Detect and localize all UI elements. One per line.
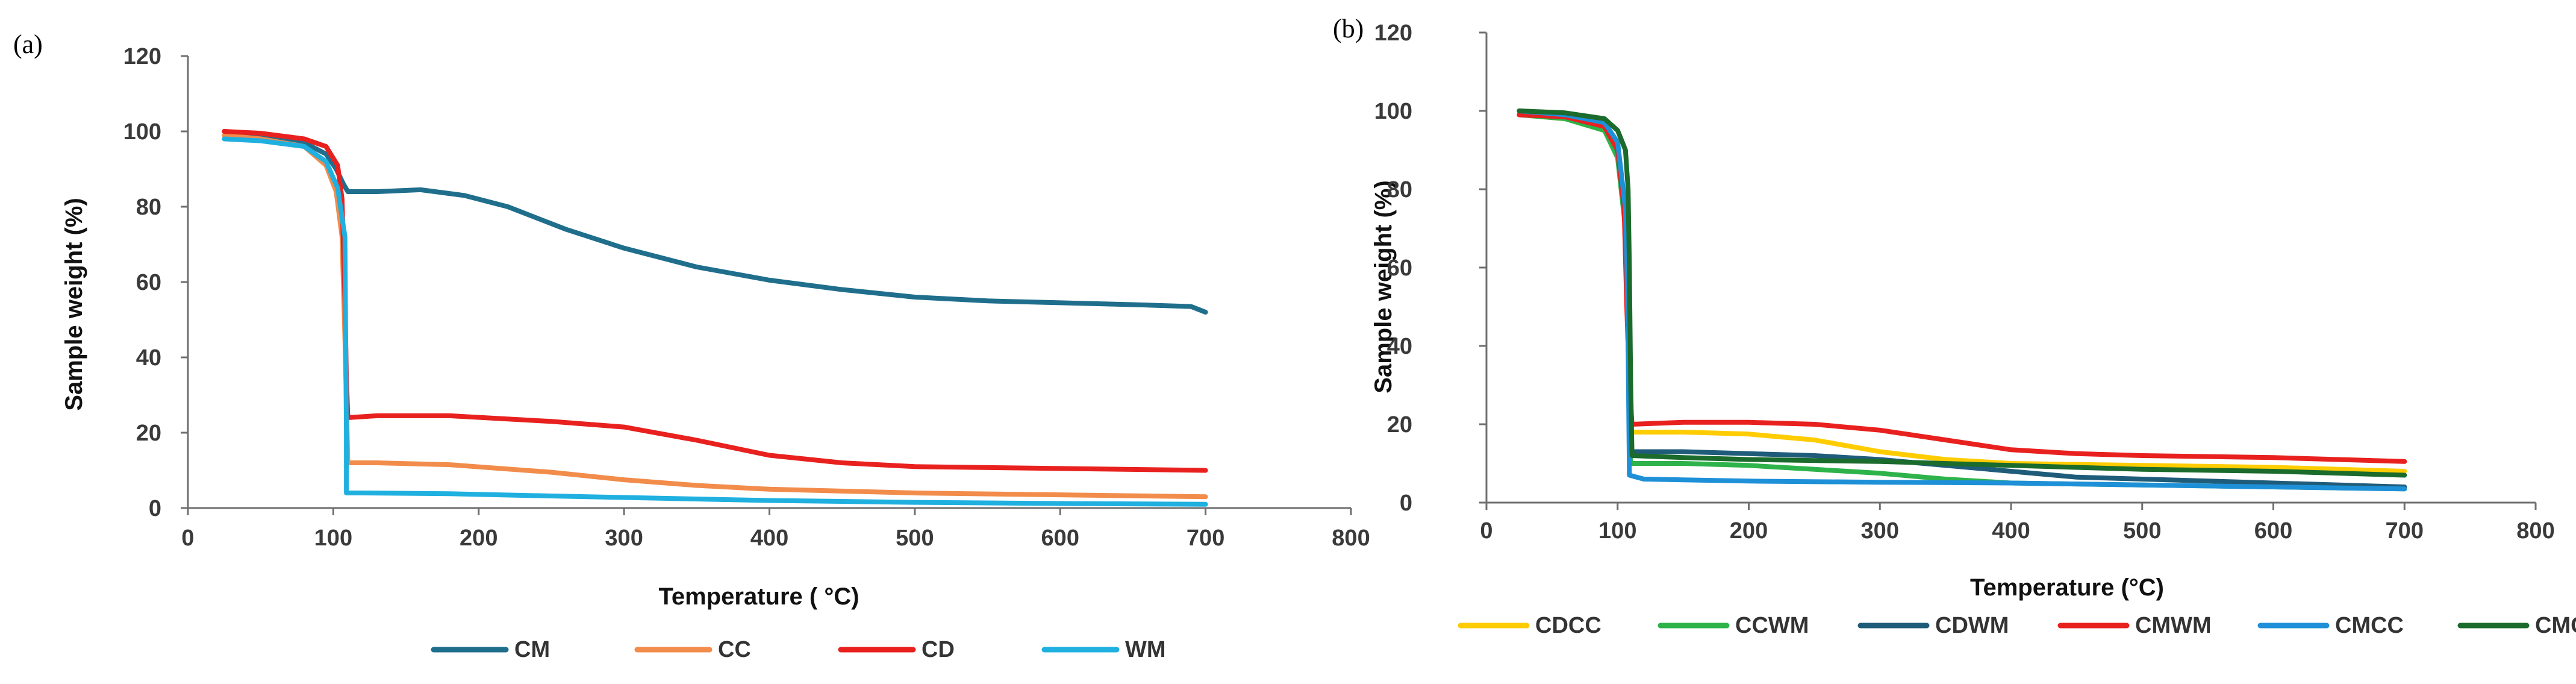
panel-a-x-tick-label: 300: [605, 526, 643, 551]
series-line-cmcd: [1517, 108, 2407, 478]
legend-label-cd: CD: [922, 637, 955, 662]
panel-a-y-tick-label: 120: [123, 44, 161, 69]
panel-b-y-tick-label: 0: [1400, 491, 1412, 516]
panel-b-y-tick-label: 60: [1387, 256, 1412, 281]
panel-b-y-axis-title: Sample weight (%): [1370, 180, 1397, 393]
panel-b-x-tick-label: 400: [1992, 518, 2030, 544]
panel-a-y-tick-label: 80: [136, 195, 161, 220]
panel-b-x-tick-label: 700: [2386, 518, 2424, 544]
legend-label-cmcc: CMCC: [2335, 613, 2404, 638]
panel-a-label: (a): [13, 30, 43, 59]
panel-b-x-tick-label: 500: [2123, 518, 2161, 544]
panel-b-label: (b): [1333, 14, 1364, 43]
series-line-cdcc: [1517, 112, 2407, 474]
panel-b: (b) Sample weight (%) Temperature (°C) 0…: [1333, 14, 2576, 638]
panel-a-x-tick-label: 600: [1041, 526, 1079, 551]
panel-a-y-tick-label: 40: [136, 345, 161, 371]
panel-b-y-tick-label: 40: [1387, 334, 1412, 359]
panel-b-y-tick-label: 100: [1374, 99, 1412, 124]
series-line-cc: [222, 133, 1208, 500]
panel-a-y-tick-label: 100: [123, 119, 161, 145]
panel-a-y-tick-label: 60: [136, 270, 161, 295]
panel-b-x-tick-label: 0: [1480, 518, 1492, 544]
panel-a-y-axis-title: Sample weight (%): [61, 198, 87, 410]
panel-a: (a) Sample weight (%) Temperature ( °C) …: [13, 30, 1370, 662]
panel-a-x-tick-label: 800: [1332, 526, 1370, 551]
panel-b-x-axis-title: Temperature (°C): [1970, 574, 2164, 601]
panel-a-x-axis-title: Temperature ( °C): [658, 583, 859, 610]
legend-label-cmwm: CMWM: [2135, 613, 2212, 638]
legend-label-cdcc: CDCC: [1535, 613, 1601, 638]
panel-a-x-tick-label: 0: [181, 526, 194, 551]
panel-b-y-tick-label: 20: [1387, 412, 1412, 438]
panel-b-y-tick-label: 120: [1374, 20, 1412, 46]
panel-a-x-tick-label: 200: [460, 526, 497, 551]
panel-a-y-tick-label: 0: [149, 496, 161, 521]
legend-label-wm: WM: [1125, 637, 1166, 662]
panel-b-y-tick-label: 80: [1387, 177, 1412, 202]
panel-b-x-tick-label: 300: [1861, 518, 1899, 544]
series-line-cd: [222, 129, 1208, 473]
panel-a-y-tick-label: 20: [136, 421, 161, 446]
legend-label-cc: CC: [718, 637, 751, 662]
series-line-cm: [222, 129, 1208, 315]
legend-label-cdwm: CDWM: [1935, 613, 2009, 638]
panel-b-x-tick-label: 100: [1598, 518, 1636, 544]
legend-label-cm: CM: [514, 637, 550, 662]
panel-a-x-tick-label: 400: [750, 526, 788, 551]
panel-a-x-tick-label: 500: [896, 526, 934, 551]
panel-b-x-tick-label: 600: [2254, 518, 2292, 544]
panel-b-x-tick-label: 800: [2516, 518, 2554, 544]
series-line-cmwm: [1517, 112, 2407, 464]
legend-label-cmcd: CMCD: [2535, 613, 2576, 638]
panel-a-x-tick-label: 100: [314, 526, 352, 551]
series-line-wm: [222, 136, 1208, 507]
panel-b-x-tick-label: 200: [1730, 518, 1768, 544]
legend-label-ccwm: CCWM: [1735, 613, 1809, 638]
panel-a-x-tick-label: 700: [1187, 526, 1224, 551]
series-line-cmcc: [1517, 108, 2407, 492]
